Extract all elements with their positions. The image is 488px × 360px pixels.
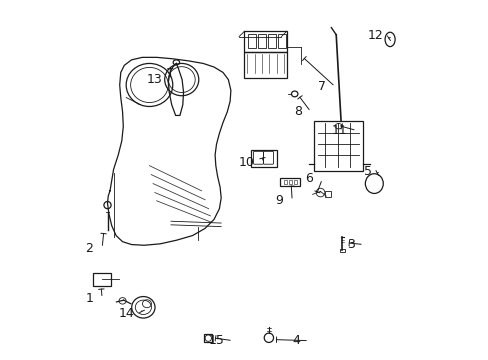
Text: 7: 7 <box>318 80 325 93</box>
Text: 9: 9 <box>275 194 283 207</box>
Text: 6: 6 <box>305 172 313 185</box>
Text: 10: 10 <box>238 156 254 169</box>
Text: 14: 14 <box>118 307 134 320</box>
Text: 12: 12 <box>367 29 383 42</box>
Text: 1: 1 <box>85 292 93 305</box>
Text: 11: 11 <box>331 124 347 137</box>
Text: 4: 4 <box>292 334 300 347</box>
Text: 3: 3 <box>346 238 354 251</box>
Text: 13: 13 <box>146 73 162 86</box>
Text: 5: 5 <box>363 165 371 177</box>
Text: 15: 15 <box>208 334 224 347</box>
Text: 8: 8 <box>293 105 301 118</box>
Text: 2: 2 <box>85 242 93 255</box>
